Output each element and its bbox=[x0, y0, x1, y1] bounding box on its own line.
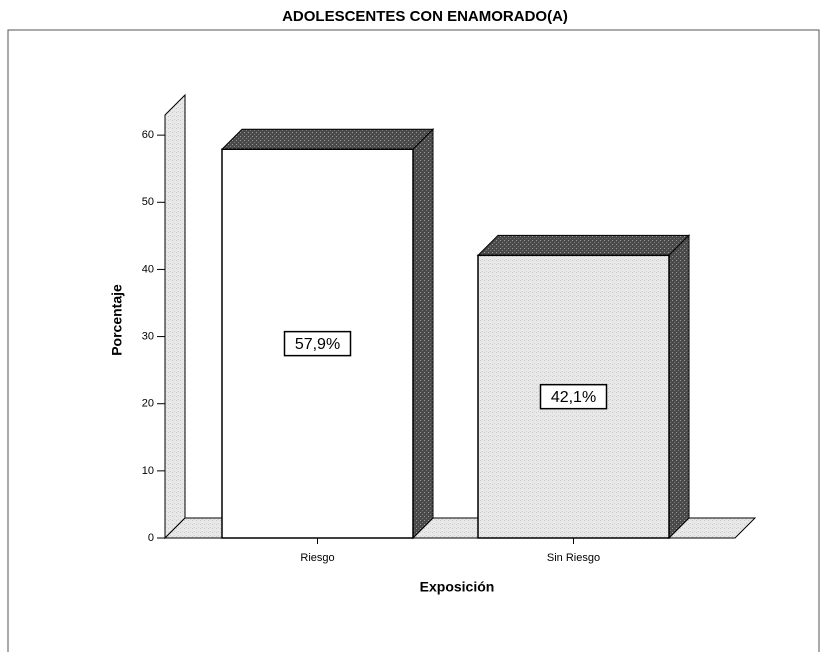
y-tick-label: 40 bbox=[142, 263, 154, 275]
side-wall bbox=[164, 93, 186, 540]
bar-side bbox=[412, 128, 434, 540]
y-tick-label: 0 bbox=[148, 532, 154, 544]
value-label-box bbox=[539, 383, 608, 410]
x-tick-label: Riesgo bbox=[300, 552, 334, 564]
bar-top bbox=[220, 128, 435, 150]
y-tick-label: 50 bbox=[142, 196, 154, 208]
y-tick-label: 60 bbox=[142, 129, 154, 141]
x-axis-label: Exposición bbox=[420, 579, 495, 595]
value-label-box bbox=[283, 330, 352, 357]
y-tick-label: 20 bbox=[142, 398, 154, 410]
y-axis-label: Porcentaje bbox=[109, 284, 125, 356]
value-label: 42,1% bbox=[551, 389, 596, 406]
value-label: 57,9% bbox=[295, 336, 340, 353]
bar-top bbox=[476, 234, 691, 256]
bar-side bbox=[668, 234, 690, 540]
chart-title: ADOLESCENTES CON ENAMORADO(A) bbox=[282, 8, 568, 25]
x-tick-label: Sin Riesgo bbox=[547, 552, 600, 564]
y-tick-label: 10 bbox=[142, 465, 154, 477]
frame bbox=[7, 29, 820, 652]
y-tick-label: 30 bbox=[142, 330, 154, 342]
